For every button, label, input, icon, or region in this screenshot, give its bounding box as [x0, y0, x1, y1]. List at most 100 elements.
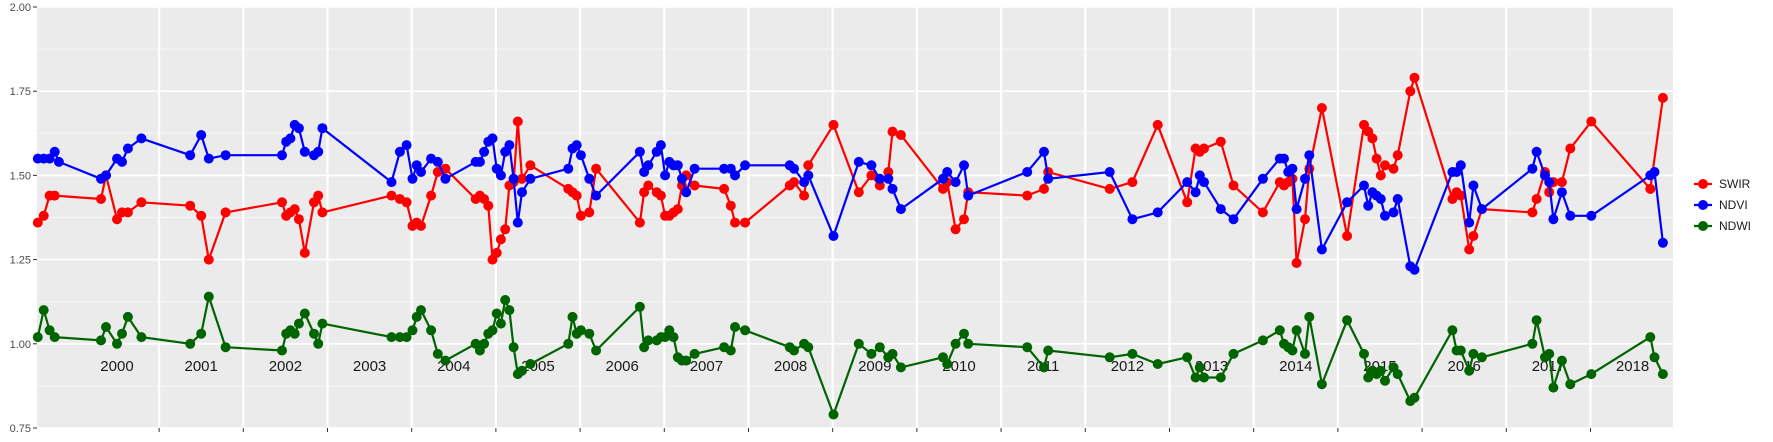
data-point — [504, 140, 515, 151]
data-point — [508, 342, 519, 353]
data-point — [44, 325, 55, 336]
data-point — [1316, 103, 1327, 113]
y-tick-label: 1.25 — [10, 255, 31, 267]
data-point — [220, 207, 231, 218]
legend-item-swir: SWIR — [1694, 177, 1751, 191]
data-point — [1291, 325, 1302, 336]
data-point — [1291, 204, 1302, 215]
data-point — [866, 170, 877, 181]
data-point — [1287, 345, 1298, 356]
year-label: 2012 — [1111, 358, 1144, 375]
data-point — [426, 325, 437, 336]
data-point — [963, 338, 974, 349]
data-point — [495, 170, 506, 181]
data-point — [203, 291, 214, 302]
data-point — [1586, 210, 1597, 221]
data-point — [1215, 204, 1226, 215]
data-point — [1304, 150, 1315, 161]
data-point — [386, 177, 397, 188]
data-point — [643, 180, 654, 191]
data-point — [1215, 372, 1226, 383]
data-point — [1527, 163, 1538, 174]
data-point — [575, 150, 586, 161]
data-point — [293, 318, 304, 329]
data-point — [803, 342, 814, 353]
data-point — [959, 214, 969, 225]
data-point — [634, 217, 645, 228]
data-point — [203, 153, 214, 164]
data-point — [853, 338, 864, 349]
data-point — [407, 325, 418, 336]
data-point — [1380, 210, 1390, 221]
legend-key-point — [1698, 179, 1708, 189]
data-point — [474, 156, 485, 167]
data-point — [1359, 348, 1369, 359]
data-point — [1447, 325, 1458, 336]
data-point — [1375, 365, 1386, 376]
data-point — [1657, 369, 1668, 380]
data-point — [866, 160, 877, 171]
data-point — [491, 308, 502, 319]
y-tick-label: 1.50 — [10, 170, 31, 182]
data-point — [730, 217, 740, 228]
data-point — [1409, 264, 1420, 275]
data-point — [1367, 133, 1378, 144]
legend-key-point — [1698, 221, 1708, 231]
series-swir — [32, 72, 1668, 268]
data-point — [1257, 207, 1268, 218]
data-point — [136, 133, 147, 144]
x-axis — [158, 428, 1591, 432]
data-point — [672, 204, 683, 215]
data-point — [1039, 362, 1049, 373]
data-point — [689, 348, 700, 359]
data-point — [584, 207, 595, 218]
data-point — [1316, 244, 1327, 255]
data-point — [317, 318, 328, 329]
data-point — [1127, 348, 1138, 359]
data-point — [1388, 163, 1399, 174]
data-point — [1199, 372, 1209, 383]
data-point — [799, 190, 810, 201]
data-point — [895, 204, 906, 215]
data-point — [853, 187, 864, 198]
data-point — [196, 210, 207, 221]
data-point — [959, 160, 969, 171]
data-point — [681, 187, 692, 198]
data-point — [525, 173, 536, 184]
data-point — [1316, 379, 1327, 390]
data-point — [563, 163, 574, 174]
data-point — [512, 217, 523, 228]
data-point — [1287, 163, 1298, 174]
data-point — [517, 365, 527, 376]
data-point — [495, 318, 506, 329]
data-point — [440, 355, 451, 366]
year-label: 2006 — [606, 358, 639, 375]
data-point — [517, 187, 527, 198]
legend-label: SWIR — [1719, 177, 1751, 191]
data-point — [293, 214, 304, 225]
data-point — [1645, 183, 1656, 194]
year-label: 2014 — [1279, 358, 1312, 375]
data-point — [1190, 372, 1201, 383]
data-point — [508, 173, 519, 184]
data-point — [49, 146, 60, 157]
data-point — [203, 254, 214, 265]
data-point — [32, 217, 43, 228]
data-point — [299, 146, 310, 157]
data-point — [416, 305, 426, 316]
y-tick-label: 1.00 — [10, 339, 31, 351]
data-point — [220, 342, 231, 353]
data-point — [1215, 136, 1226, 147]
data-point — [689, 163, 700, 174]
data-point — [1645, 332, 1656, 343]
y-tick-label: 1.75 — [10, 86, 31, 98]
data-point — [1527, 207, 1538, 218]
data-point — [575, 210, 586, 221]
data-point — [1375, 194, 1386, 204]
data-point — [32, 332, 43, 343]
data-point — [1152, 119, 1163, 130]
series-layer — [32, 72, 1668, 420]
data-point — [1657, 92, 1668, 103]
data-point — [101, 170, 111, 181]
data-point — [1380, 375, 1390, 386]
